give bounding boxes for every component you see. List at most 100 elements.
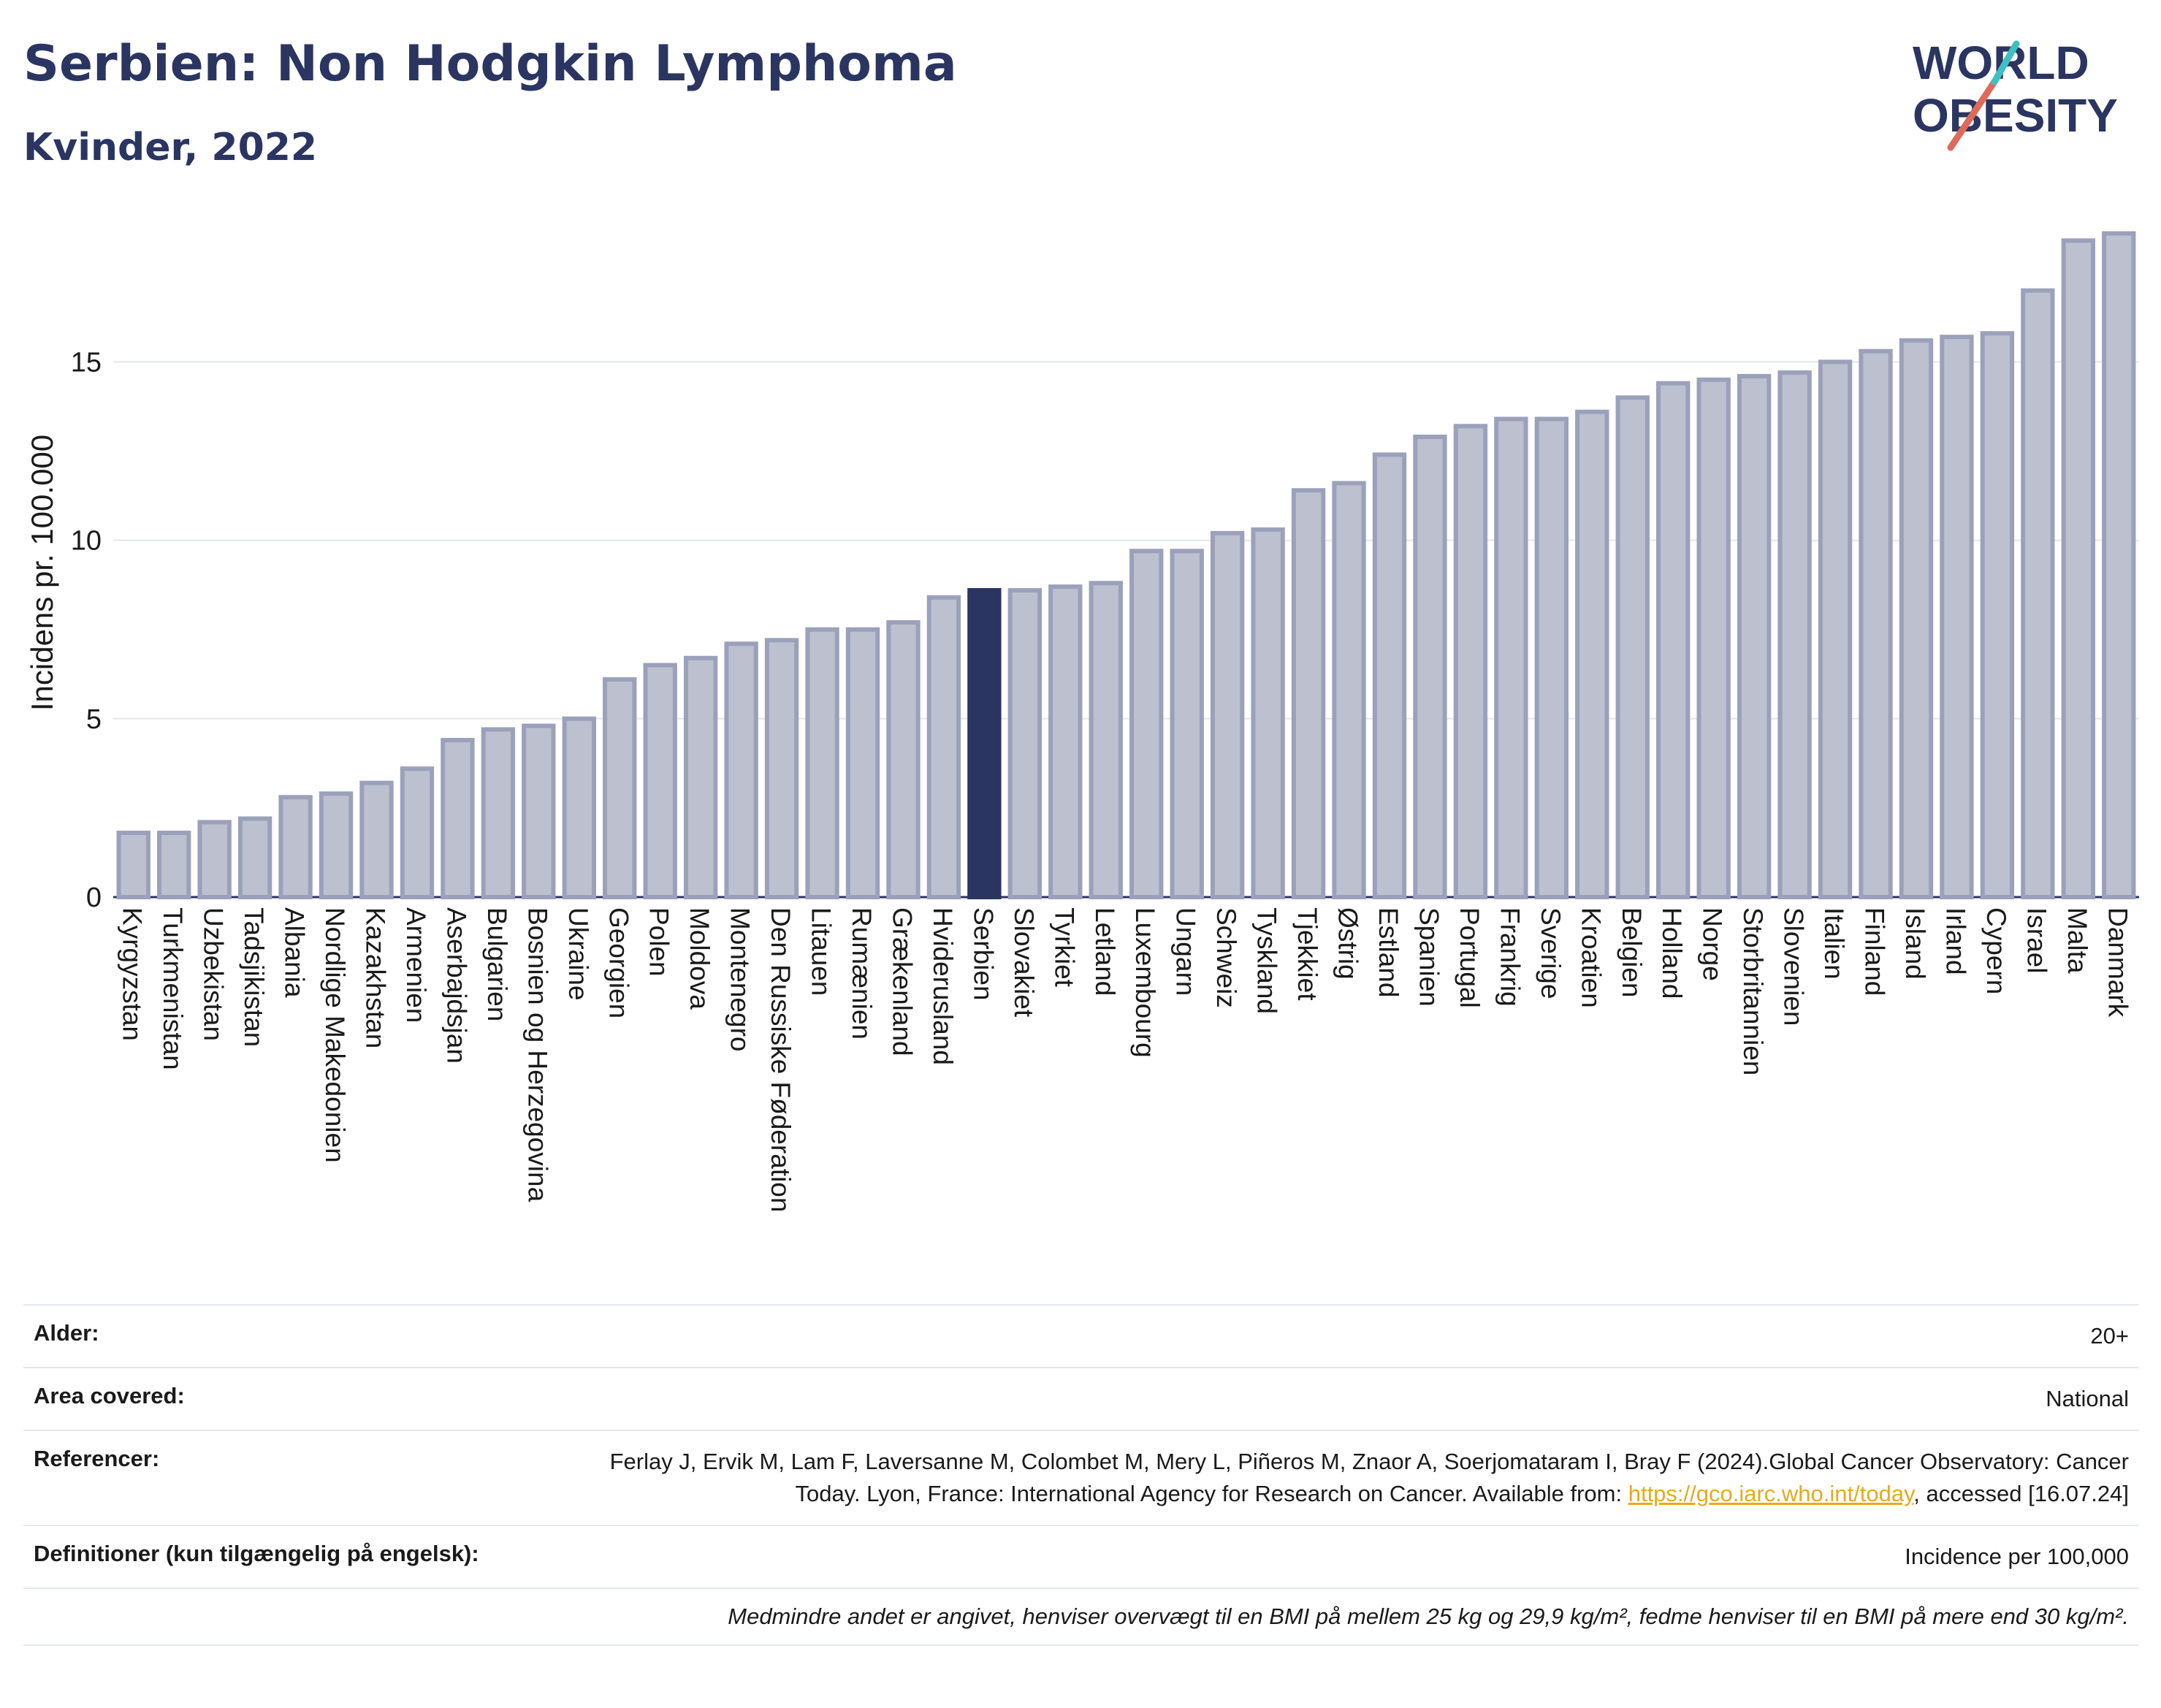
x-tick-label: Tjekkiet (1292, 907, 1322, 1001)
x-tick-label: Belgien (1617, 907, 1647, 997)
bar-polen (643, 663, 677, 899)
y-axis-ticks: 0 5 10 15 (71, 347, 102, 913)
bar-litauen (805, 627, 839, 899)
bar-tyskland (1251, 527, 1285, 899)
definitions-label: Definitioner (kun tilgængelig på engelsk… (34, 1541, 479, 1566)
x-tick-label: Island (1900, 907, 1930, 980)
bar-tyrkiet (1048, 584, 1083, 899)
bar-albania (278, 795, 313, 899)
x-tick-label: Østrig (1333, 907, 1363, 980)
bar-holland (1656, 381, 1691, 899)
references-row: Referencer: Ferlay J, Ervik M, Lam F, La… (23, 1430, 2139, 1525)
x-tick-label: Israel (2021, 907, 2051, 973)
note-row: Medmindre andet er angivet, henviser ove… (23, 1587, 2139, 1646)
x-tick-label: Holland (1657, 907, 1687, 999)
y-tick-label: 5 (86, 704, 102, 735)
bar-sverige (1534, 416, 1569, 899)
x-tick-label: Grækenland (887, 907, 917, 1056)
bar-aserbajdsjan (441, 738, 475, 899)
metadata-table: Alder: 20+ Area covered: National Refere… (23, 1304, 2139, 1646)
x-tick-label: Norge (1698, 907, 1728, 981)
bar-nordlige-makedonien (319, 791, 354, 900)
x-tick-label: Georgien (603, 907, 633, 1018)
definitions-row: Definitioner (kun tilgængelig på engelsk… (23, 1525, 2139, 1587)
bar-serbien (967, 587, 1002, 899)
x-tick-label: Moldova (685, 907, 714, 1010)
bar-slovakiet (1007, 587, 1043, 899)
page-title: Serbien: Non Hodgkin Lymphoma (23, 35, 957, 93)
x-tick-label: Finland (1860, 907, 1890, 996)
bar-italien (1818, 359, 1853, 899)
x-tick-label: Hviderusland (928, 907, 958, 1065)
bar-belgien (1615, 395, 1650, 899)
bar-turkmenistan (157, 831, 191, 900)
bar-ungarn (1170, 549, 1204, 899)
bar-bosnien-og-herzegovina (522, 723, 556, 900)
bar-bulgarien (481, 727, 516, 899)
bar-slovenien (1777, 370, 1812, 899)
bar-grækenland (886, 619, 921, 899)
bar-danmark (2102, 231, 2136, 899)
bar-estland (1372, 452, 1407, 899)
bar-hviderusland (926, 595, 961, 899)
bar-frankrig (1494, 416, 1528, 899)
x-tick-label: Italien (1819, 907, 1849, 980)
bar-israel (2021, 288, 2055, 899)
x-tick-label: Slovenien (1779, 907, 1809, 1026)
x-tick-label: Storbritannien (1738, 907, 1768, 1075)
x-tick-label: Spanien (1414, 907, 1444, 1007)
bar-den-russiske-føderation (764, 638, 799, 899)
x-tick-label: Frankrig (1495, 907, 1525, 1007)
bar-letland (1089, 581, 1123, 899)
x-tick-label: Kroatien (1576, 907, 1606, 1008)
bar-storbritannien (1737, 373, 1772, 899)
bar-norge (1696, 377, 1731, 899)
bar-ukraine (562, 716, 596, 900)
x-tick-label: Portugal (1455, 907, 1485, 1008)
bar-kyrgyzstan (116, 831, 150, 900)
x-tick-label: Sverige (1536, 907, 1566, 999)
world-obesity-logo: WORLD OBESITY (1913, 37, 2118, 151)
bar-schweiz (1210, 530, 1245, 900)
bar-cypern (1980, 331, 2015, 899)
note-text: Medmindre andet er angivet, henviser ove… (728, 1604, 2129, 1629)
x-tick-label: Bulgarien (482, 907, 512, 1021)
references-label: Referencer: (34, 1446, 160, 1471)
area-label: Area covered: (34, 1383, 185, 1408)
references-text: Ferlay J, Ervik M, Lam F, Laversanne M, … (609, 1449, 2129, 1506)
bar-moldova (683, 655, 718, 899)
logo-line2: OBESITY (1913, 89, 2118, 142)
x-tick-label: Nordlige Makedonien (320, 907, 350, 1163)
logo-slash-red (1947, 78, 1998, 151)
x-tick-label: Tyskland (1252, 907, 1282, 1014)
x-tick-label: Turkmenistan (158, 907, 188, 1070)
x-tick-label: Litauen (807, 907, 836, 996)
x-tick-label: Bosnien og Herzegovina (522, 907, 552, 1202)
bar-malta (2061, 238, 2095, 900)
references-link[interactable]: https://gco.iarc.who.int/today (1628, 1481, 1914, 1506)
x-tick-label: Irland (1940, 907, 1970, 975)
bar-georgien (603, 677, 637, 899)
bar-uzbekistan (197, 820, 232, 899)
bar-luxembourg (1129, 549, 1164, 899)
bar-chart: 0 5 10 15 Kyrgyzstan Turkmenistan Uzbekistan T… (25, 231, 2139, 1212)
bar-island (1899, 338, 1934, 899)
x-tick-label: Estland (1373, 907, 1403, 997)
area-row: Area covered: National (23, 1367, 2139, 1430)
x-tick-label: Albania (280, 907, 310, 998)
page-subtitle: Kvinder, 2022 (23, 126, 318, 169)
references-tail: , accessed [16.07.24] (1913, 1481, 2129, 1506)
logo-slash-teal (1991, 40, 2020, 85)
bars (116, 231, 2136, 900)
x-tick-label: Polen (644, 907, 674, 977)
x-tick-label: Malta (2062, 907, 2092, 974)
age-label: Alder: (34, 1320, 99, 1346)
bar-irland (1940, 335, 1974, 899)
definitions-value: Incidence per 100,000 (1905, 1544, 2129, 1569)
area-value: National (2046, 1386, 2129, 1411)
x-axis-labels: Kyrgyzstan Turkmenistan Uzbekistan Tadsjiki… (118, 907, 2133, 1212)
y-tick-label: 10 (71, 526, 102, 557)
bar-spanien (1413, 434, 1447, 899)
x-tick-label: Tyrkiet (1049, 907, 1079, 988)
x-tick-label: Serbien (968, 907, 998, 1001)
